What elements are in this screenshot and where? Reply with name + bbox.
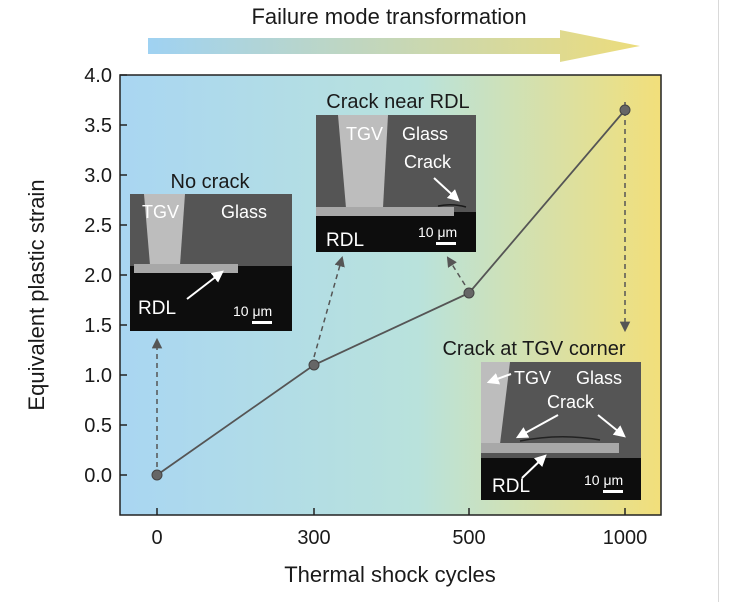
x-axis: 0 300 500 1000 <box>151 508 647 549</box>
inset-no-crack-rdl-pointer <box>186 270 224 300</box>
x-axis-label: Thermal shock cycles <box>284 562 496 587</box>
inset-crack-near-rdl-scale-label: 10 μm <box>418 224 457 240</box>
inset-crack-near-rdl-crack-label: Crack <box>404 152 452 172</box>
inset-crack-at-tgv-corner-scale-label: 10 μm <box>584 472 623 488</box>
banner: Failure mode transformation <box>148 4 640 62</box>
inset-crack-near-rdl-rdl-label: RDL <box>326 230 364 251</box>
inset-no-crack-tgv <box>144 194 185 265</box>
inset-crack-near-rdl-rdl-pad <box>316 207 454 216</box>
banner-arrow <box>148 30 640 62</box>
banner-text: Failure mode transformation <box>251 4 526 29</box>
inset-crack-at-tgv-corner-crack-label: Crack <box>547 392 595 412</box>
inset-no-crack-title: No crack <box>171 171 251 193</box>
data-point-0 <box>151 469 163 481</box>
inset-crack-at-tgv-corner-tgv-label: TGV <box>514 368 551 388</box>
inset-crack-at-tgv-corner-scale-bar <box>603 490 623 493</box>
connectors <box>151 102 631 467</box>
inset-no-crack-rdl-pad <box>134 264 238 273</box>
y-tick-label: 2.0 <box>84 265 112 287</box>
y-tick-label: 1.0 <box>84 365 112 387</box>
inset-no-crack-rdl-label: RDL <box>138 298 176 319</box>
inset-crack-near-rdl-title: Crack near RDL <box>326 91 469 113</box>
right-divider <box>718 0 719 602</box>
inset-crack-near-rdl-rdl-layer <box>316 212 476 252</box>
inset-crack-at-tgv-corner-crack <box>519 435 601 442</box>
data-point-1000 <box>619 104 631 116</box>
inset-no-crack-glass-label: Glass <box>221 202 267 222</box>
inset-crack-at-tgv-corner-glass-label: Glass <box>576 368 622 388</box>
inset-crack-at-tgv-corner-rdl-pointer <box>521 454 547 479</box>
y-axis-label: Equivalent plastic strain <box>24 179 49 410</box>
x-tick-label: 0 <box>151 527 162 549</box>
x-tick-label: 300 <box>297 527 330 549</box>
y-tick-label: 4.0 <box>84 65 112 87</box>
inset-crack-near-rdl-crack <box>437 203 467 208</box>
inset-crack-at-tgv-corner: Crack at TGV corner TGV Glass Crack RDL … <box>442 338 641 500</box>
y-tick-label: 0.5 <box>84 415 112 437</box>
inset-no-crack-tgv-label: TGV <box>142 202 179 222</box>
inset-crack-at-tgv-corner-tgv-pointer <box>486 373 512 385</box>
y-tick-label: 1.5 <box>84 315 112 337</box>
inset-crack-at-tgv-corner-crack-pointer-left <box>515 414 559 439</box>
x-tick-label: 500 <box>452 527 485 549</box>
x-tick-label: 1000 <box>603 527 648 549</box>
y-tick-label: 2.5 <box>84 215 112 237</box>
inset-crack-near-rdl: Crack near RDL TGV Glass Crack RDL 10 μm <box>316 91 476 252</box>
inset-crack-near-rdl-tgv <box>338 115 388 208</box>
y-tick-label: 3.5 <box>84 115 112 137</box>
data-point-300 <box>308 359 320 371</box>
data-series <box>151 104 631 481</box>
inset-crack-at-tgv-corner-crack-pointer-right <box>597 414 626 438</box>
connector-300 <box>313 255 345 358</box>
inset-crack-near-rdl-glass-label: Glass <box>402 124 448 144</box>
inset-crack-at-tgv-corner-rdl-label: RDL <box>492 476 530 497</box>
inset-no-crack: No crack TGV Glass RDL 10 μm <box>130 171 292 331</box>
y-tick-label: 0.0 <box>84 465 112 487</box>
inset-crack-at-tgv-corner-rdl-pad <box>481 443 619 453</box>
inset-no-crack-scale-label: 10 μm <box>233 303 272 319</box>
data-point-500 <box>463 287 475 299</box>
y-tick-label: 3.0 <box>84 165 112 187</box>
inset-crack-near-rdl-scale-bar <box>436 242 456 245</box>
inset-crack-at-tgv-corner-title: Crack at TGV corner <box>442 338 625 360</box>
series-line <box>156 109 626 476</box>
inset-crack-near-rdl-crack-pointer <box>433 177 460 202</box>
y-axis: 0.0 0.5 1.0 1.5 2.0 2.5 3.0 3.5 4.0 <box>84 65 127 487</box>
inset-no-crack-scale-bar <box>252 321 272 324</box>
inset-crack-near-rdl-tgv-label: TGV <box>346 124 383 144</box>
